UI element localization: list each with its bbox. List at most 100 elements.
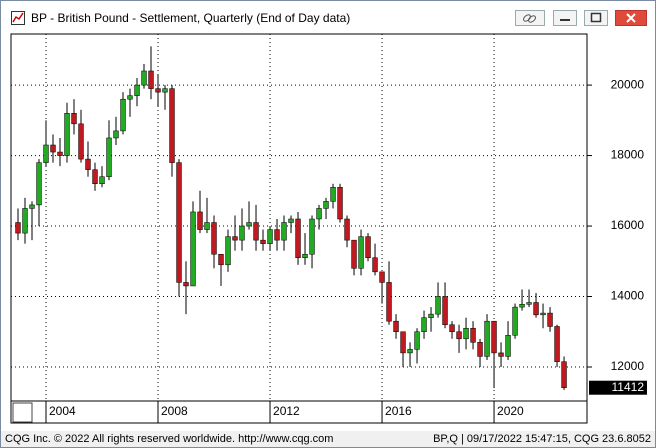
candle-body [197, 211, 203, 230]
y-tick-label: 12000 [611, 359, 645, 373]
candle-body [512, 306, 518, 336]
candle-body [141, 70, 147, 86]
candle-body [232, 236, 238, 241]
candle-body [162, 88, 168, 93]
x-axis-strip [10, 400, 588, 424]
candle-body [491, 320, 497, 354]
candle-body [267, 229, 273, 244]
candle-body [561, 361, 567, 388]
candle-body [351, 239, 357, 269]
maximize-button[interactable] [584, 10, 608, 26]
candle-body [533, 302, 539, 316]
candle-body [449, 324, 455, 333]
candle-body [414, 331, 420, 350]
candle-body [176, 162, 182, 283]
window-title: BP - British Pound - Settlement, Quarter… [31, 11, 351, 25]
candle-body [309, 218, 315, 255]
candle-body [169, 88, 175, 163]
candle-body [246, 222, 252, 227]
candle-body [470, 327, 476, 343]
candle-body [519, 304, 525, 308]
candle-body [288, 218, 294, 223]
candle-body [43, 144, 49, 163]
candle-body [29, 204, 35, 209]
copyright: CQG Inc. © 2022 All rights reserved worl… [5, 433, 334, 445]
y-tick-label: 14000 [611, 289, 645, 303]
candle-body [456, 331, 462, 340]
candle-body [442, 296, 448, 325]
candle-body [547, 312, 553, 327]
candle-body [190, 211, 196, 287]
candle-body [99, 176, 105, 185]
candle-body [281, 222, 287, 241]
x-tick-label: 2004 [49, 404, 76, 418]
candle-body [372, 257, 378, 273]
candle-body [211, 222, 217, 255]
x-tick-label: 2020 [497, 404, 524, 418]
candle-body [155, 88, 161, 93]
corner-box [12, 402, 33, 423]
candle-body [36, 162, 42, 206]
candle-body [183, 282, 189, 287]
candle-body [365, 236, 371, 259]
candle-body [274, 229, 280, 241]
candle-body [554, 326, 560, 362]
candle-body [484, 320, 490, 357]
y-tick-label: 18000 [611, 148, 645, 162]
y-tick-label: 20000 [611, 77, 645, 91]
plot-frame [10, 33, 588, 402]
candle-body [526, 302, 532, 305]
candle-body [92, 169, 98, 185]
link-icon [523, 14, 536, 23]
candle-body [428, 313, 434, 318]
candle-body [85, 158, 91, 170]
candle-body [106, 137, 112, 177]
candle-body [358, 236, 364, 269]
candle-body [225, 236, 231, 266]
candle-body [22, 208, 28, 234]
candle-body [253, 222, 259, 241]
candle-body [316, 208, 322, 220]
app-icon [11, 11, 25, 25]
candle-body [15, 222, 21, 234]
candle-body [477, 342, 483, 357]
status: BP,Q | 09/17/2022 15:47:15, CQG 23.6.805… [433, 433, 651, 445]
candle-body [218, 253, 224, 266]
close-icon [626, 13, 636, 23]
candle-body [505, 335, 511, 357]
candle-body [400, 331, 406, 354]
chart: 12000 14000 16000 18000 20000 2004 2008 2012 201… [10, 33, 647, 424]
x-tick-label: 2016 [385, 404, 412, 418]
x-tick-label: 2008 [161, 404, 188, 418]
last-price-label: 11412 [612, 380, 645, 394]
candle-body [78, 123, 84, 160]
candle-body [393, 320, 399, 333]
candle-body [421, 317, 427, 333]
candle-body [323, 201, 329, 209]
candle-body [113, 130, 119, 139]
y-tick-label: 16000 [611, 218, 645, 232]
candle-body [302, 253, 308, 259]
footer: CQG Inc. © 2022 All rights reserved worl… [1, 431, 655, 447]
candle-body [148, 70, 154, 89]
candle-body [64, 113, 70, 156]
candle-body [260, 239, 266, 244]
candle-body [407, 349, 413, 354]
candle-body [50, 144, 56, 153]
candle-body [379, 271, 385, 283]
link-button[interactable] [515, 10, 545, 26]
candle-body [134, 84, 140, 96]
candle-body [498, 352, 504, 357]
minimize-button[interactable] [553, 10, 577, 26]
candle-body [71, 113, 77, 125]
candle-body [463, 327, 469, 340]
close-button[interactable] [615, 10, 647, 26]
candle-body [540, 312, 546, 316]
minimize-icon [560, 19, 570, 21]
maximize-icon [590, 12, 602, 23]
x-tick-label: 2012 [273, 404, 300, 418]
last-price-box [589, 380, 647, 395]
candle-body [386, 282, 392, 322]
candle-body [435, 296, 441, 315]
